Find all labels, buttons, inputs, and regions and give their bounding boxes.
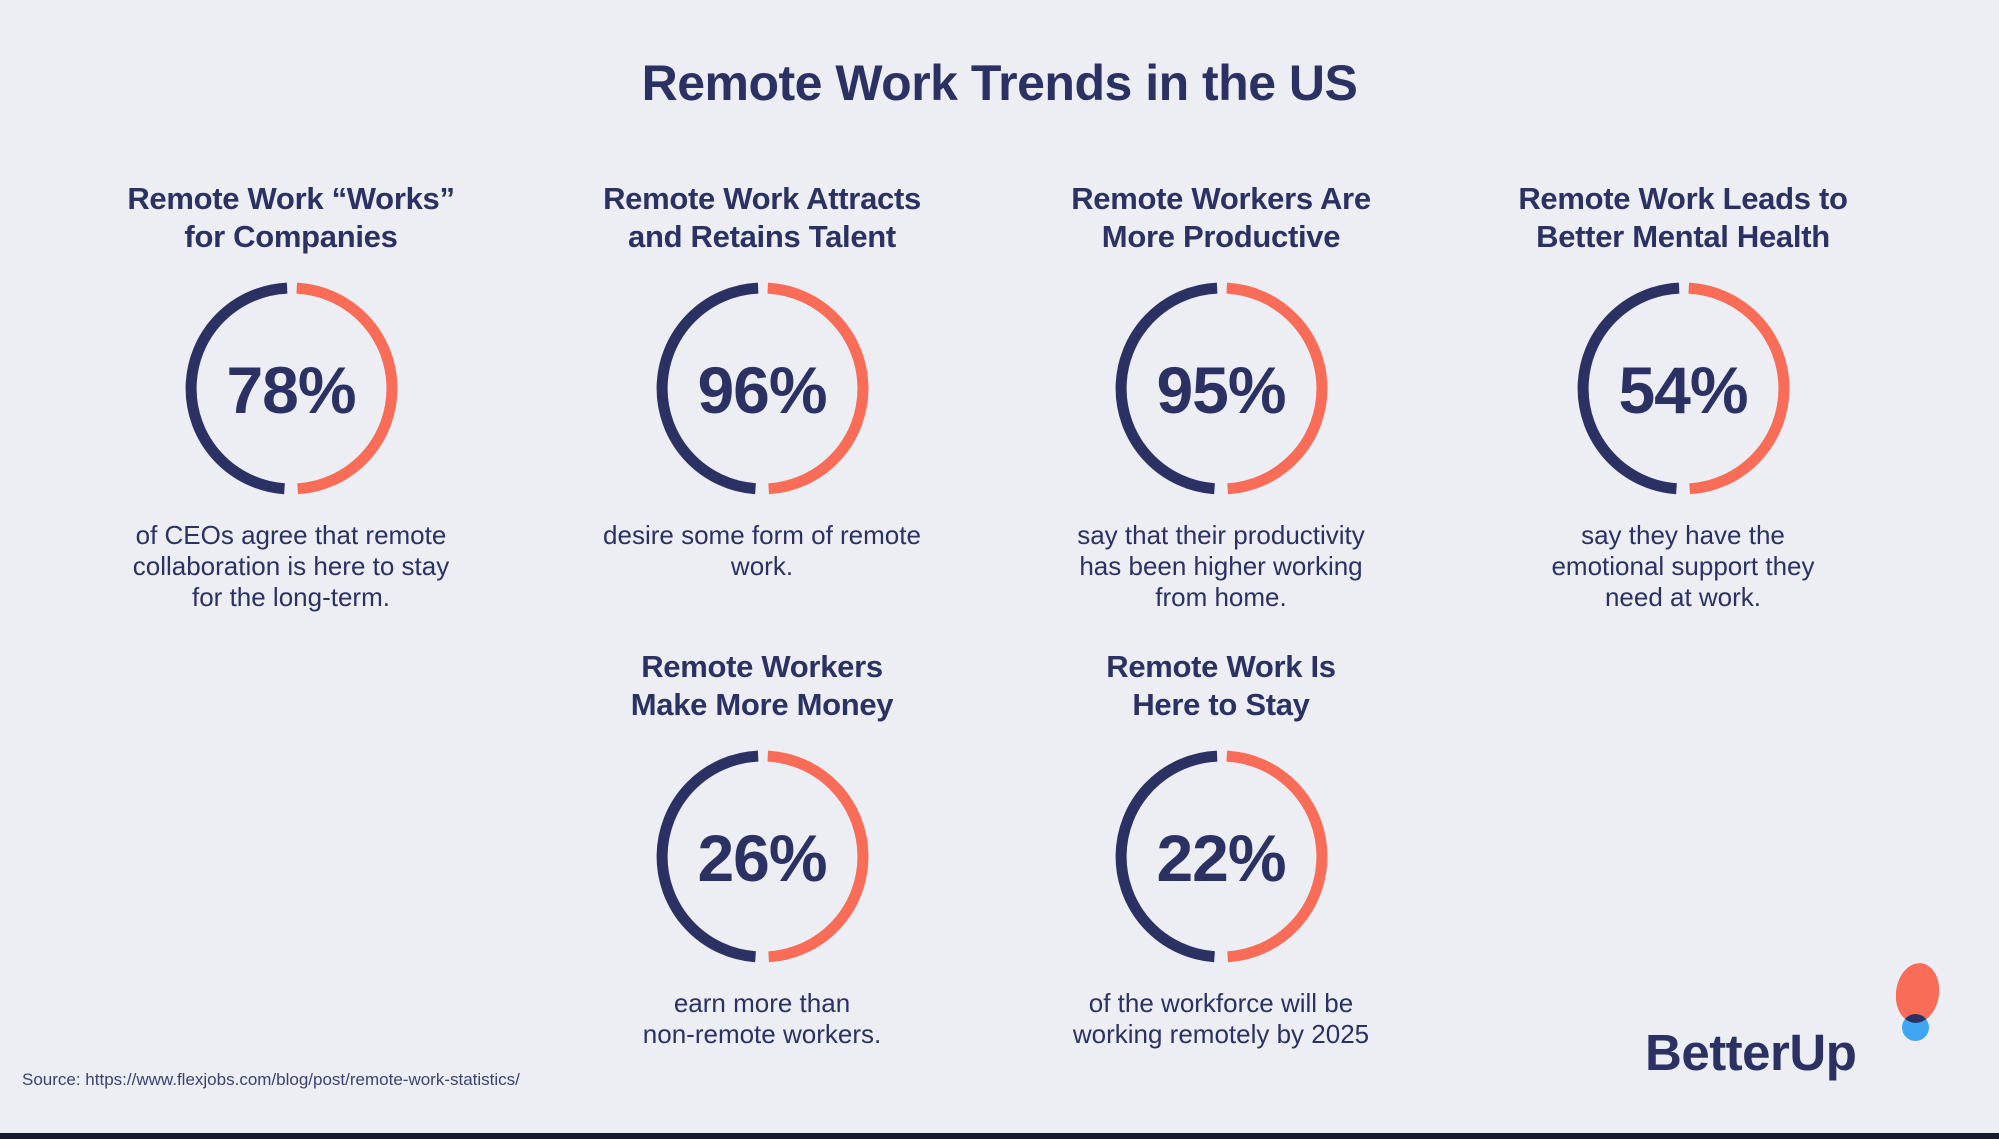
ring-chart xyxy=(185,282,397,495)
stat-ring: 78% xyxy=(185,282,398,495)
stat-description: of the workforce will be working remotel… xyxy=(1072,988,1370,1049)
stat-ring: 95% xyxy=(1115,282,1328,495)
navy-arc xyxy=(656,282,758,495)
coral-arc xyxy=(1687,282,1789,495)
betterup-wordmark: BetterUp xyxy=(1645,1024,1857,1081)
navy-arc xyxy=(1115,282,1217,495)
navy-arc xyxy=(1577,282,1679,495)
stat-value: 26% xyxy=(697,820,827,895)
stat-title: Remote Work Leads to Better Mental Healt… xyxy=(1518,181,1848,254)
stat-title: Remote Workers Make More Money xyxy=(630,649,894,722)
stat-ring: 54% xyxy=(1577,282,1790,495)
stat-card: Remote Workers Are More Productive 95% s… xyxy=(991,180,1451,613)
stat-title: Remote Work Is Here to Stay xyxy=(1106,649,1336,722)
stat-card: Remote Workers Make More Money 26% earn … xyxy=(532,648,992,1050)
betterup-logo: BetterUp xyxy=(1645,962,1939,1078)
stat-description: of CEOs agree that remote collaboration … xyxy=(132,520,450,612)
ring-chart xyxy=(656,282,868,495)
stat-value: 78% xyxy=(226,352,356,427)
ring-chart xyxy=(1115,750,1327,963)
navy-arc xyxy=(1115,750,1217,963)
stat-card: Remote Work Is Here to Stay 22% of the w… xyxy=(991,648,1451,1050)
stat-title: Remote Workers Are More Productive xyxy=(1071,181,1371,254)
stat-card: Remote Work Attracts and Retains Talent … xyxy=(532,180,992,582)
stat-card: Remote Work Leads to Better Mental Healt… xyxy=(1453,180,1913,613)
footer-bar xyxy=(0,1133,1999,1139)
stat-value: 95% xyxy=(1156,352,1286,427)
coral-arc xyxy=(1225,282,1327,495)
stat-ring: 22% xyxy=(1115,750,1328,963)
stat-description: earn more than non-remote workers. xyxy=(642,988,882,1049)
coral-arc xyxy=(295,282,397,495)
navy-arc xyxy=(656,750,758,963)
ring-chart xyxy=(1577,282,1789,495)
logo-overlap xyxy=(1902,1014,1929,1026)
stat-value: 96% xyxy=(697,352,827,427)
coral-arc xyxy=(766,282,868,495)
navy-arc xyxy=(185,282,287,495)
betterup-balloon-mark-icon xyxy=(1896,963,1939,1041)
stat-description: desire some form of remote work. xyxy=(603,520,921,581)
ring-chart xyxy=(656,750,868,963)
stat-ring: 26% xyxy=(656,750,869,963)
coral-arc xyxy=(766,750,868,963)
stat-value: 54% xyxy=(1618,352,1748,427)
ring-chart xyxy=(1115,282,1327,495)
coral-arc xyxy=(1225,750,1327,963)
stat-title: Remote Work Attracts and Retains Talent xyxy=(603,181,921,254)
stat-card: Remote Work “Works” for Companies 78% of… xyxy=(61,180,521,613)
stat-description: say that their productivity has been hig… xyxy=(1077,520,1365,612)
stat-description: say they have the emotional support they… xyxy=(1551,520,1815,612)
logo-orange-blob xyxy=(1896,963,1939,1023)
source-note: Source: https://www.flexjobs.com/blog/po… xyxy=(22,1070,520,1089)
stat-title: Remote Work “Works” for Companies xyxy=(127,181,455,254)
page-title: Remote Work Trends in the US xyxy=(641,55,1358,111)
stat-value: 22% xyxy=(1156,820,1286,895)
stat-ring: 96% xyxy=(656,282,869,495)
